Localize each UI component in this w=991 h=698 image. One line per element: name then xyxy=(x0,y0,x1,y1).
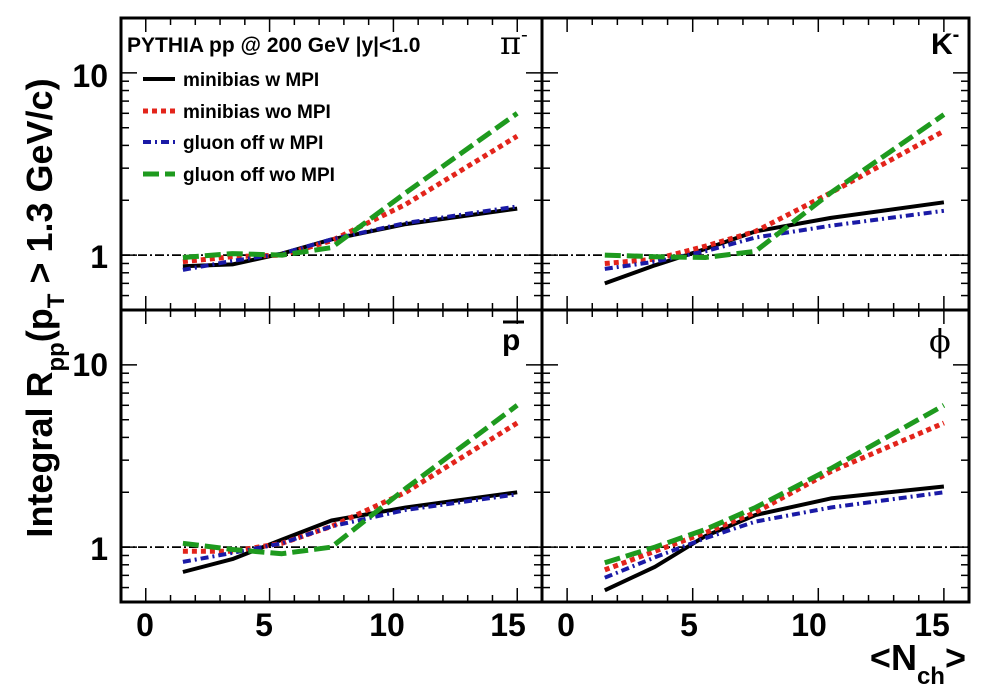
panel-label-antiproton-text: p xyxy=(502,324,520,357)
x-tick-label-left-0: 0 xyxy=(136,607,154,643)
series-pion_minus-minibias-wo-mpi xyxy=(182,133,519,265)
x-axis-title: <Nch> xyxy=(870,637,966,690)
panel-frame-kaon_minus xyxy=(540,16,971,312)
y-tick-label-bottom-10: 10 xyxy=(72,347,108,383)
x-tick-label-left-5: 5 xyxy=(255,607,273,643)
x-tick-label-left-10: 10 xyxy=(369,607,405,643)
legend-label-gluon-off-wo-mpi: gluon off wo MPI xyxy=(183,165,335,186)
y-tick-label-top-1: 1 xyxy=(90,239,108,275)
x-tick-label-right-0: 0 xyxy=(557,607,575,643)
series-antiproton-gluon-off-wo-mpi xyxy=(182,403,519,557)
panel-label-pion: π- xyxy=(500,22,528,62)
series-kaon_minus-gluon-off-w-mpi xyxy=(604,208,945,271)
legend-label-minibias-wo-mpi: minibias wo MPI xyxy=(183,102,331,123)
series-pion_minus-gluon-off-w-mpi xyxy=(182,204,518,272)
panel-frames xyxy=(119,16,971,604)
series-phi-gluon-off-w-mpi xyxy=(604,490,945,580)
panel-label-phi: ϕ xyxy=(929,322,951,360)
x-tick-label-right-5: 5 xyxy=(680,607,698,643)
series-lines xyxy=(182,111,946,593)
axis-ticks xyxy=(121,18,969,602)
y-tick-label-top-10: 10 xyxy=(72,58,108,94)
panel-frame-phi xyxy=(540,308,971,604)
legend-label-minibias-w-mpi: minibias w MPI xyxy=(183,70,319,91)
panel-label-kaon: K- xyxy=(931,24,959,61)
series-phi-gluon-off-wo-mpi xyxy=(604,403,946,566)
series-antiproton-gluon-off-w-mpi xyxy=(182,492,518,564)
series-antiproton-minibias-w-mpi xyxy=(182,490,518,574)
series-phi-minibias-w-mpi xyxy=(603,484,945,593)
series-kaon_minus-minibias-w-mpi xyxy=(604,200,945,286)
series-antiproton-minibias-wo-mpi xyxy=(182,420,519,554)
plot-header: PYTHIA pp @ 200 GeV |y|<1.0 xyxy=(127,34,420,57)
y-axis-title: Integral Rpp(pT > 1.3 GeV/c) xyxy=(19,78,70,537)
series-pion_minus-minibias-w-mpi xyxy=(182,206,518,269)
x-tick-label-left-15: 15 xyxy=(490,607,526,643)
panel-frame-antiproton xyxy=(119,308,544,604)
legend: minibias w MPI minibias wo MPI gluon off… xyxy=(143,70,335,186)
y-tick-labels: 10 1 10 1 xyxy=(72,58,108,567)
x-tick-label-right-15: 15 xyxy=(914,607,950,643)
series-kaon_minus-gluon-off-wo-mpi xyxy=(604,112,946,260)
legend-label-gluon-off-w-mpi: gluon off w MPI xyxy=(183,133,323,154)
x-tick-label-right-10: 10 xyxy=(791,607,827,643)
series-pion_minus-gluon-off-wo-mpi xyxy=(182,111,519,260)
y-tick-label-bottom-1: 1 xyxy=(90,531,108,567)
reference-lines xyxy=(121,254,969,549)
series-kaon_minus-minibias-wo-mpi xyxy=(604,128,946,266)
x-tick-labels: 0 5 10 15 0 5 10 15 xyxy=(136,607,950,643)
panel-label-antiproton: p xyxy=(502,320,524,357)
